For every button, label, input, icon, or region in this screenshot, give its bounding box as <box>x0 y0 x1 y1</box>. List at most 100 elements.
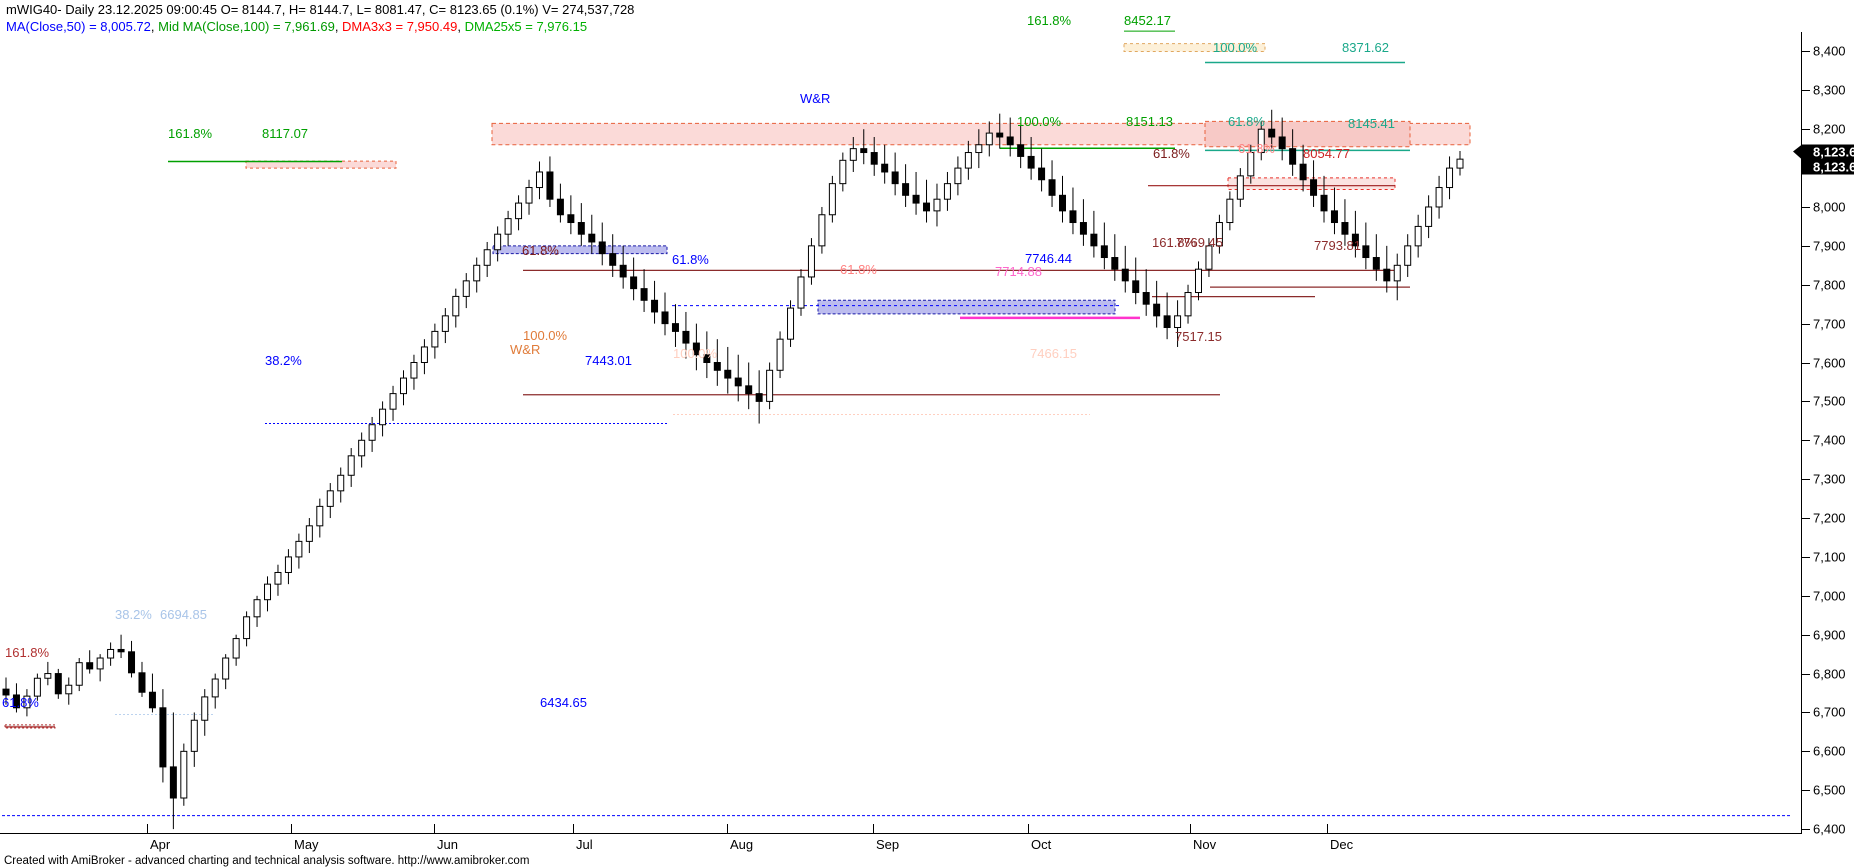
price-tick-label: 6,700 <box>1813 704 1846 720</box>
header-segment-3: , <box>334 19 343 34</box>
header-segment-6: DMA25x5 = 7,976.15 <box>464 19 588 34</box>
annotation-layer: 161.8% 8452.17 100.0% 8371.62 161.8% 8117.07 1… <box>2 13 1395 710</box>
annotation-label-fib-161-8452: 161.8% <box>1027 13 1072 28</box>
date-tick-label: Jul <box>576 837 593 852</box>
price-tick <box>1802 479 1810 481</box>
fib-zone-bands <box>4 43 1471 729</box>
footer-credit: Created with AmiBroker - advanced charti… <box>4 855 530 867</box>
annotation-label-label-wr-top: W&R <box>800 91 831 106</box>
annotation-value-fib-100-faded: 7466.15 <box>1030 346 1077 361</box>
date-tick <box>434 824 435 834</box>
annotation-label-fib-382-7443: 38.2% <box>265 353 302 368</box>
price-tick <box>1802 90 1810 92</box>
price-tick <box>1802 440 1810 442</box>
last-price-arrow-icon <box>1793 144 1802 160</box>
annotation-value-fib-382-6694: 6694.85 <box>160 607 207 622</box>
chart-title-line: mWIG40- Daily 23.12.2025 09:00:45 O= 814… <box>6 2 634 17</box>
annotation-value-fib-7517: 7517.15 <box>1175 329 1222 344</box>
header-segment-2: Mid MA(Close,100) = 7,961.69 <box>158 19 335 34</box>
price-tick-label: 8,300 <box>1813 82 1846 98</box>
annotation-value-fib-382-7443: 7443.01 <box>585 353 632 368</box>
date-tick-label: Aug <box>730 837 754 852</box>
date-tick <box>873 824 874 834</box>
header-segment-1: , <box>150 19 159 34</box>
price-tick <box>1802 595 1810 597</box>
annotation-value-fib-7746: 7746.44 <box>1025 251 1072 266</box>
price-tick-label: 6,900 <box>1813 627 1846 643</box>
price-tick-label: 7,100 <box>1813 549 1846 565</box>
annotation-value-fib-7793: 7793.81 <box>1314 238 1361 253</box>
annotation-label-fib-100-8151: 100.0% <box>1017 114 1062 129</box>
price-tick <box>1802 751 1810 753</box>
price-tick-label: 7,600 <box>1813 355 1846 370</box>
price-tick-label: 7,500 <box>1813 393 1846 409</box>
price-tick <box>1802 323 1810 325</box>
header-segment-0: mWIG40- Daily 23.12.2025 09:00:45 O= 814… <box>6 2 635 17</box>
last-price-value: 8,123.65 <box>1813 159 1854 175</box>
price-tick-label: 8,200 <box>1813 121 1846 137</box>
annotation-value-fib-161-8452: 8452.17 <box>1124 13 1171 28</box>
price-tick-label: 6,500 <box>1813 782 1846 798</box>
annotation-label-fib-618-dark: 61.8% <box>1153 146 1190 161</box>
price-tick-label: 7,700 <box>1813 316 1846 332</box>
price-tick <box>1802 673 1810 675</box>
price-tick <box>1802 362 1810 364</box>
price-tick-label: 7,900 <box>1813 238 1846 254</box>
price-tick-label: 6,400 <box>1813 821 1846 837</box>
fib-level-lines <box>2 30 1790 817</box>
price-tick-label: 8,000 <box>1813 199 1846 215</box>
price-axis[interactable]: 8,400 8,300 8,200 8,000 7,900 7,800 7,700 7,600… <box>1793 0 1854 868</box>
date-tick <box>727 824 728 834</box>
date-tick <box>1028 824 1029 834</box>
header-segment-5: , <box>457 19 465 34</box>
chart-plot-area[interactable] <box>0 30 1802 834</box>
date-tick <box>147 824 148 834</box>
last-price-tag-1: 8,123.65 <box>1802 159 1854 175</box>
date-axis-line <box>0 833 1802 834</box>
annotation-label-fib-161-bottom: 161.8% <box>5 645 50 660</box>
annotation-value-fib-8054: 8054.77 <box>1303 146 1350 161</box>
annotation-label-label-wr-bottom: W&R <box>510 342 541 357</box>
annotation-label-fib-618-teal: 61.8% <box>1228 114 1265 129</box>
candle-series <box>2 109 1464 830</box>
date-tick <box>291 824 292 834</box>
price-tick-label: 7,200 <box>1813 510 1846 526</box>
price-tick-label: 6,800 <box>1813 666 1846 682</box>
date-axis[interactable]: Apr May Jun Jul Aug Sep Oct Nov Dec <box>0 0 1802 868</box>
date-tick <box>1190 824 1191 834</box>
indicator-legend-line: MA(Close,50) = 8,005.72, Mid MA(Close,10… <box>6 19 587 34</box>
price-tick <box>1802 712 1810 714</box>
last-price-tag-0: 8,123.65 <box>1793 144 1854 160</box>
annotation-value-fib-161-8117: 8117.07 <box>262 126 309 141</box>
date-tick-label: Dec <box>1330 837 1354 852</box>
annotation-label-fib-100-faded: 100.0% <box>673 346 718 361</box>
date-tick <box>1327 824 1328 834</box>
annotation-label-fib-618-left-dark: 61.8% <box>522 243 559 258</box>
price-tick-label: 7,300 <box>1813 471 1846 487</box>
annotation-label-fib-382-6694: 38.2% <box>115 607 152 622</box>
annotation-label-fib-618-blue-mid: 61.8% <box>672 252 709 267</box>
annotation-value-fib-100-8151: 8151.13 <box>1126 114 1173 129</box>
price-tick-label: 7,000 <box>1813 588 1846 604</box>
price-tick <box>1802 518 1810 520</box>
date-tick-label: Sep <box>876 837 900 852</box>
price-tick <box>1802 634 1810 636</box>
price-tick <box>1802 556 1810 558</box>
date-tick-label: May <box>294 837 319 852</box>
price-tick <box>1802 284 1810 286</box>
price-axis-line <box>1801 32 1802 834</box>
price-tick-label: 8,400 <box>1813 43 1846 59</box>
price-tick-label: 6,600 <box>1813 743 1846 759</box>
annotation-label-fib-618-pink: 61.8% <box>840 262 877 277</box>
last-price-value: 8,123.65 <box>1813 144 1854 160</box>
annotation-label-fib-161-7769: 161.8% <box>1152 235 1197 250</box>
header-segment-0: MA(Close,50) = 8,005.72 <box>6 19 151 34</box>
price-tick <box>1802 245 1810 247</box>
price-tick <box>1802 206 1810 208</box>
price-tick <box>1802 51 1810 53</box>
date-tick-label: Oct <box>1031 837 1052 852</box>
date-tick <box>573 824 574 834</box>
annotation-value-fib-618-6434: 6434.65 <box>540 695 587 710</box>
